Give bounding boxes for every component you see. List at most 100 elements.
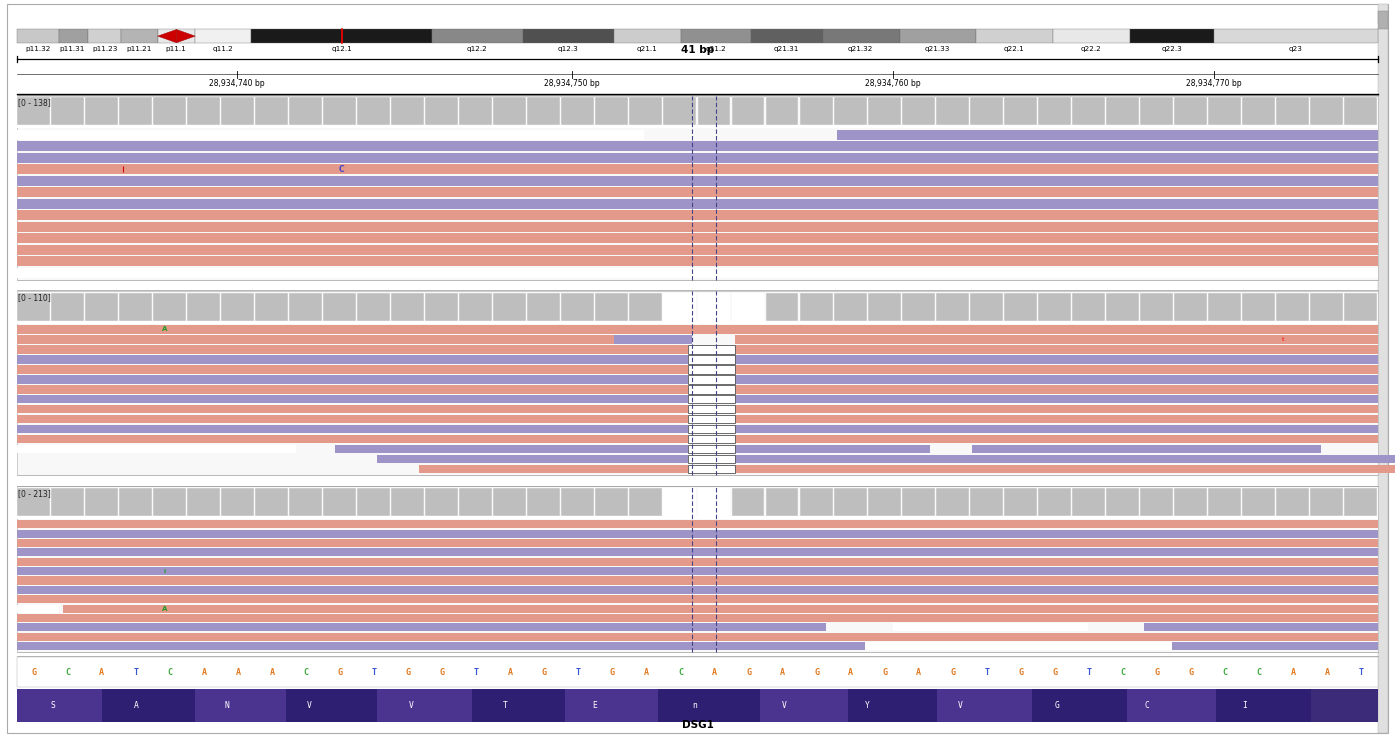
Bar [834, 293, 866, 321]
Text: A: A [99, 668, 105, 677]
Bar [901, 293, 935, 321]
Bar [1071, 97, 1105, 125]
Bar [251, 29, 432, 43]
Bar [88, 29, 121, 43]
Bar [527, 293, 561, 321]
Bar [1071, 488, 1105, 516]
Bar [735, 385, 1378, 394]
Text: p11.23: p11.23 [92, 46, 117, 52]
Bar [823, 29, 900, 43]
Text: q21.2: q21.2 [706, 46, 725, 52]
Bar [17, 486, 1378, 652]
Bar [1053, 29, 1130, 43]
Bar [17, 335, 631, 343]
Bar [17, 234, 1378, 243]
Bar [220, 488, 254, 516]
Bar [50, 488, 84, 516]
Bar [119, 97, 152, 125]
Bar [735, 425, 1378, 433]
Text: T: T [474, 668, 478, 677]
Bar [85, 488, 117, 516]
Bar [976, 29, 1053, 43]
Bar [17, 595, 1378, 604]
Bar [50, 97, 84, 125]
Bar [596, 488, 628, 516]
Bar [688, 374, 735, 383]
Bar [17, 624, 826, 632]
Text: G: G [1052, 668, 1057, 677]
Bar [1038, 293, 1071, 321]
Bar [751, 29, 823, 43]
Bar [629, 97, 663, 125]
Bar [286, 689, 377, 722]
Text: G: G [950, 668, 956, 677]
Bar [357, 97, 391, 125]
Text: q21.33: q21.33 [925, 46, 950, 52]
Text: T: T [371, 668, 377, 677]
Bar [17, 642, 1378, 650]
Bar [688, 444, 735, 453]
Bar [760, 689, 848, 722]
Bar [1004, 488, 1036, 516]
Bar [153, 293, 186, 321]
Text: A: A [162, 326, 167, 332]
Bar [17, 268, 1378, 278]
Bar [970, 293, 1003, 321]
Bar [834, 97, 866, 125]
Bar [17, 153, 1378, 163]
Bar [688, 405, 735, 413]
Bar [527, 97, 561, 125]
Bar [735, 415, 1378, 424]
Bar [17, 222, 1378, 232]
Bar [834, 488, 866, 516]
Bar [629, 488, 663, 516]
Text: T: T [1359, 668, 1364, 677]
Bar [1345, 293, 1377, 321]
Bar [936, 293, 968, 321]
Bar [459, 488, 492, 516]
Bar [17, 24, 1378, 44]
Text: q11.2: q11.2 [213, 46, 233, 52]
Bar [17, 385, 688, 394]
Text: A: A [269, 668, 275, 677]
Bar [425, 488, 458, 516]
Bar [17, 29, 59, 43]
Bar [17, 187, 1378, 198]
Bar [799, 97, 833, 125]
Bar [289, 97, 322, 125]
Bar [1127, 689, 1216, 722]
Bar [1216, 689, 1311, 722]
Text: DSG1: DSG1 [682, 719, 713, 730]
Bar [289, 488, 322, 516]
Bar [17, 325, 1378, 334]
Text: G: G [1155, 668, 1159, 677]
Text: G: G [541, 668, 547, 677]
Bar [565, 689, 658, 722]
Text: q12.3: q12.3 [558, 46, 578, 52]
Text: I: I [1242, 701, 1247, 710]
Text: q21.32: q21.32 [848, 46, 873, 52]
Bar [63, 604, 1378, 612]
Bar [688, 365, 735, 374]
Bar [357, 293, 391, 321]
Text: C: C [167, 668, 173, 677]
Bar [731, 488, 764, 516]
Bar [1004, 97, 1036, 125]
Bar [731, 293, 764, 321]
Bar [17, 97, 50, 125]
Bar [17, 374, 688, 383]
Bar [425, 97, 458, 125]
Text: S: S [50, 701, 56, 710]
Text: q22.1: q22.1 [1004, 46, 1024, 52]
Bar [1242, 488, 1275, 516]
Bar [17, 365, 688, 374]
Text: T: T [134, 668, 138, 677]
Bar [17, 130, 644, 140]
Bar [1038, 97, 1071, 125]
Bar [614, 29, 681, 43]
Text: C: C [1257, 668, 1261, 677]
Bar [664, 293, 696, 321]
Bar [658, 689, 760, 722]
Text: A: A [848, 668, 854, 677]
Bar [195, 29, 251, 43]
